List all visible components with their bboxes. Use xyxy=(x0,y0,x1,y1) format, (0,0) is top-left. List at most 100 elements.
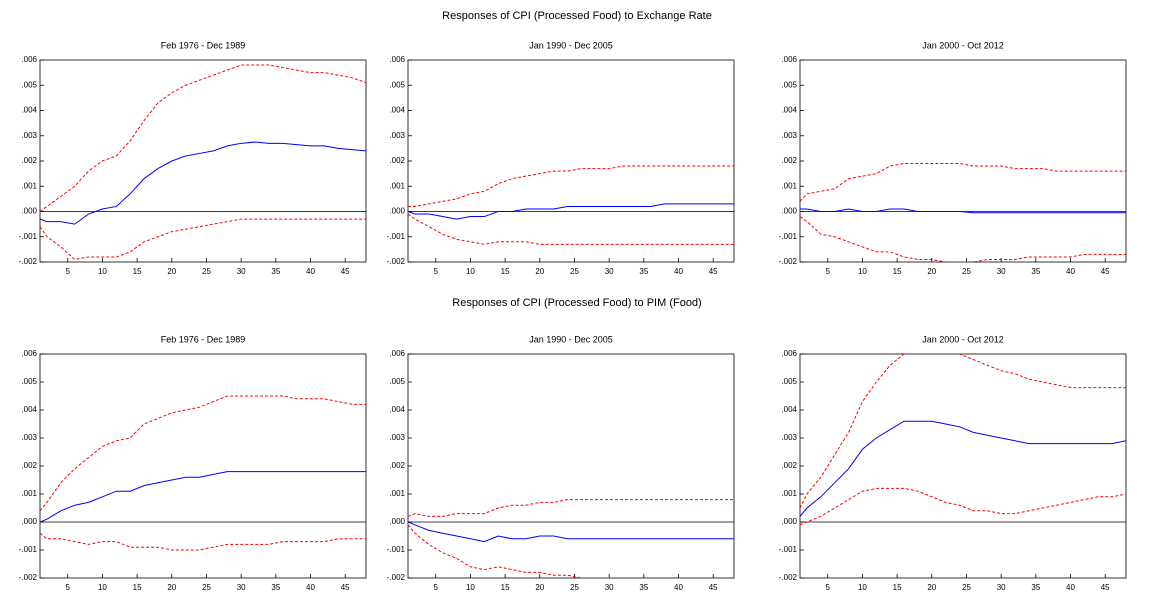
x-tick-label: 25 xyxy=(962,267,971,276)
y-tick-label: .005 xyxy=(781,80,797,89)
y-tick-label: .005 xyxy=(389,80,405,89)
x-tick-label: 5 xyxy=(66,267,71,276)
y-tick-label: .001 xyxy=(781,181,797,190)
y-tick-label: -.002 xyxy=(19,573,38,582)
y-tick-label: .004 xyxy=(389,405,405,414)
section-heading: Responses of CPI (Processed Food) to PIM… xyxy=(452,297,701,309)
response-line xyxy=(800,487,1126,526)
response-line xyxy=(800,163,1126,202)
x-tick-label: 40 xyxy=(1066,267,1075,276)
y-tick-label: -.002 xyxy=(387,573,406,582)
y-tick-label: .003 xyxy=(781,131,797,140)
x-tick-label: 10 xyxy=(858,583,867,592)
response-line xyxy=(800,420,1126,517)
y-tick-label: .004 xyxy=(21,106,37,115)
x-tick-label: 40 xyxy=(306,267,315,276)
response-line xyxy=(408,521,734,543)
x-tick-label: 45 xyxy=(341,267,350,276)
x-tick-label: 20 xyxy=(167,267,176,276)
y-tick-label: -.001 xyxy=(19,545,38,554)
response-line xyxy=(408,499,734,517)
response-line xyxy=(800,354,1126,509)
y-tick-label: .002 xyxy=(389,156,405,165)
response-line xyxy=(408,203,734,220)
y-tick-label: -.002 xyxy=(779,257,798,266)
response-line xyxy=(40,64,366,212)
plot-frame xyxy=(39,59,367,263)
x-tick-label: 35 xyxy=(639,267,648,276)
response-line xyxy=(40,532,366,551)
y-tick-label: .003 xyxy=(389,131,405,140)
x-tick-label: 20 xyxy=(535,267,544,276)
x-tick-label: 5 xyxy=(826,267,831,276)
response-line xyxy=(408,213,734,245)
response-line xyxy=(800,208,1126,214)
y-tick-label: .000 xyxy=(781,207,797,216)
x-tick-label: 25 xyxy=(570,583,579,592)
y-tick-label: .001 xyxy=(781,489,797,498)
x-tick-label: 15 xyxy=(133,267,142,276)
x-tick-label: 30 xyxy=(997,267,1006,276)
y-tick-label: .005 xyxy=(781,377,797,386)
response-line xyxy=(40,218,366,261)
y-tick-label: .001 xyxy=(21,181,37,190)
y-tick-label: .005 xyxy=(389,377,405,386)
panel-title: Feb 1976 - Dec 1989 xyxy=(161,334,246,344)
y-tick-label: .006 xyxy=(389,55,405,64)
x-tick-label: 20 xyxy=(167,583,176,592)
y-tick-label: .003 xyxy=(389,433,405,442)
x-tick-label: 30 xyxy=(605,267,614,276)
x-tick-label: 25 xyxy=(202,267,211,276)
y-tick-label: .000 xyxy=(389,517,405,526)
x-tick-label: 25 xyxy=(962,583,971,592)
panel-title: Feb 1976 - Dec 1989 xyxy=(161,40,246,50)
x-tick-label: 35 xyxy=(271,583,280,592)
y-tick-label: .000 xyxy=(389,207,405,216)
x-tick-label: 15 xyxy=(133,583,142,592)
x-tick-label: 45 xyxy=(709,583,718,592)
x-tick-label: 10 xyxy=(466,267,475,276)
y-tick-label: -.002 xyxy=(19,257,38,266)
x-tick-label: 45 xyxy=(1101,267,1110,276)
x-tick-label: 5 xyxy=(66,583,71,592)
panel-title: Jan 1990 - Dec 2005 xyxy=(529,40,613,50)
y-tick-label: .001 xyxy=(389,489,405,498)
y-tick-label: .006 xyxy=(21,55,37,64)
y-tick-label: .000 xyxy=(21,207,37,216)
x-tick-label: 5 xyxy=(826,583,831,592)
y-tick-label: .002 xyxy=(21,461,37,470)
y-tick-label: .006 xyxy=(781,349,797,358)
response-line xyxy=(40,395,366,512)
y-tick-label: -.001 xyxy=(779,232,798,241)
y-tick-label: .001 xyxy=(389,181,405,190)
y-tick-label: .002 xyxy=(21,156,37,165)
y-tick-label: .004 xyxy=(781,106,797,115)
plot-frame xyxy=(799,59,1127,263)
x-tick-label: 25 xyxy=(202,583,211,592)
plot-frame xyxy=(799,353,1127,579)
x-tick-label: 30 xyxy=(997,583,1006,592)
x-tick-label: 10 xyxy=(466,583,475,592)
y-tick-label: .004 xyxy=(389,106,405,115)
x-tick-label: 30 xyxy=(605,583,614,592)
x-tick-label: 5 xyxy=(434,583,439,592)
y-tick-label: .001 xyxy=(21,489,37,498)
x-tick-label: 15 xyxy=(501,267,510,276)
panel-title: Jan 2000 - Oct 2012 xyxy=(922,334,1004,344)
x-tick-label: 35 xyxy=(271,267,280,276)
y-tick-label: .002 xyxy=(781,461,797,470)
y-tick-label: -.002 xyxy=(779,573,798,582)
x-tick-label: 10 xyxy=(858,267,867,276)
y-tick-label: .004 xyxy=(21,405,37,414)
response-line xyxy=(800,216,1126,262)
x-tick-label: 30 xyxy=(237,267,246,276)
y-tick-label: .005 xyxy=(21,377,37,386)
x-tick-label: 15 xyxy=(501,583,510,592)
x-tick-label: 40 xyxy=(1066,583,1075,592)
y-tick-label: -.002 xyxy=(387,257,406,266)
y-tick-label: .002 xyxy=(389,461,405,470)
panel-title: Jan 1990 - Dec 2005 xyxy=(529,334,613,344)
x-tick-label: 40 xyxy=(306,583,315,592)
